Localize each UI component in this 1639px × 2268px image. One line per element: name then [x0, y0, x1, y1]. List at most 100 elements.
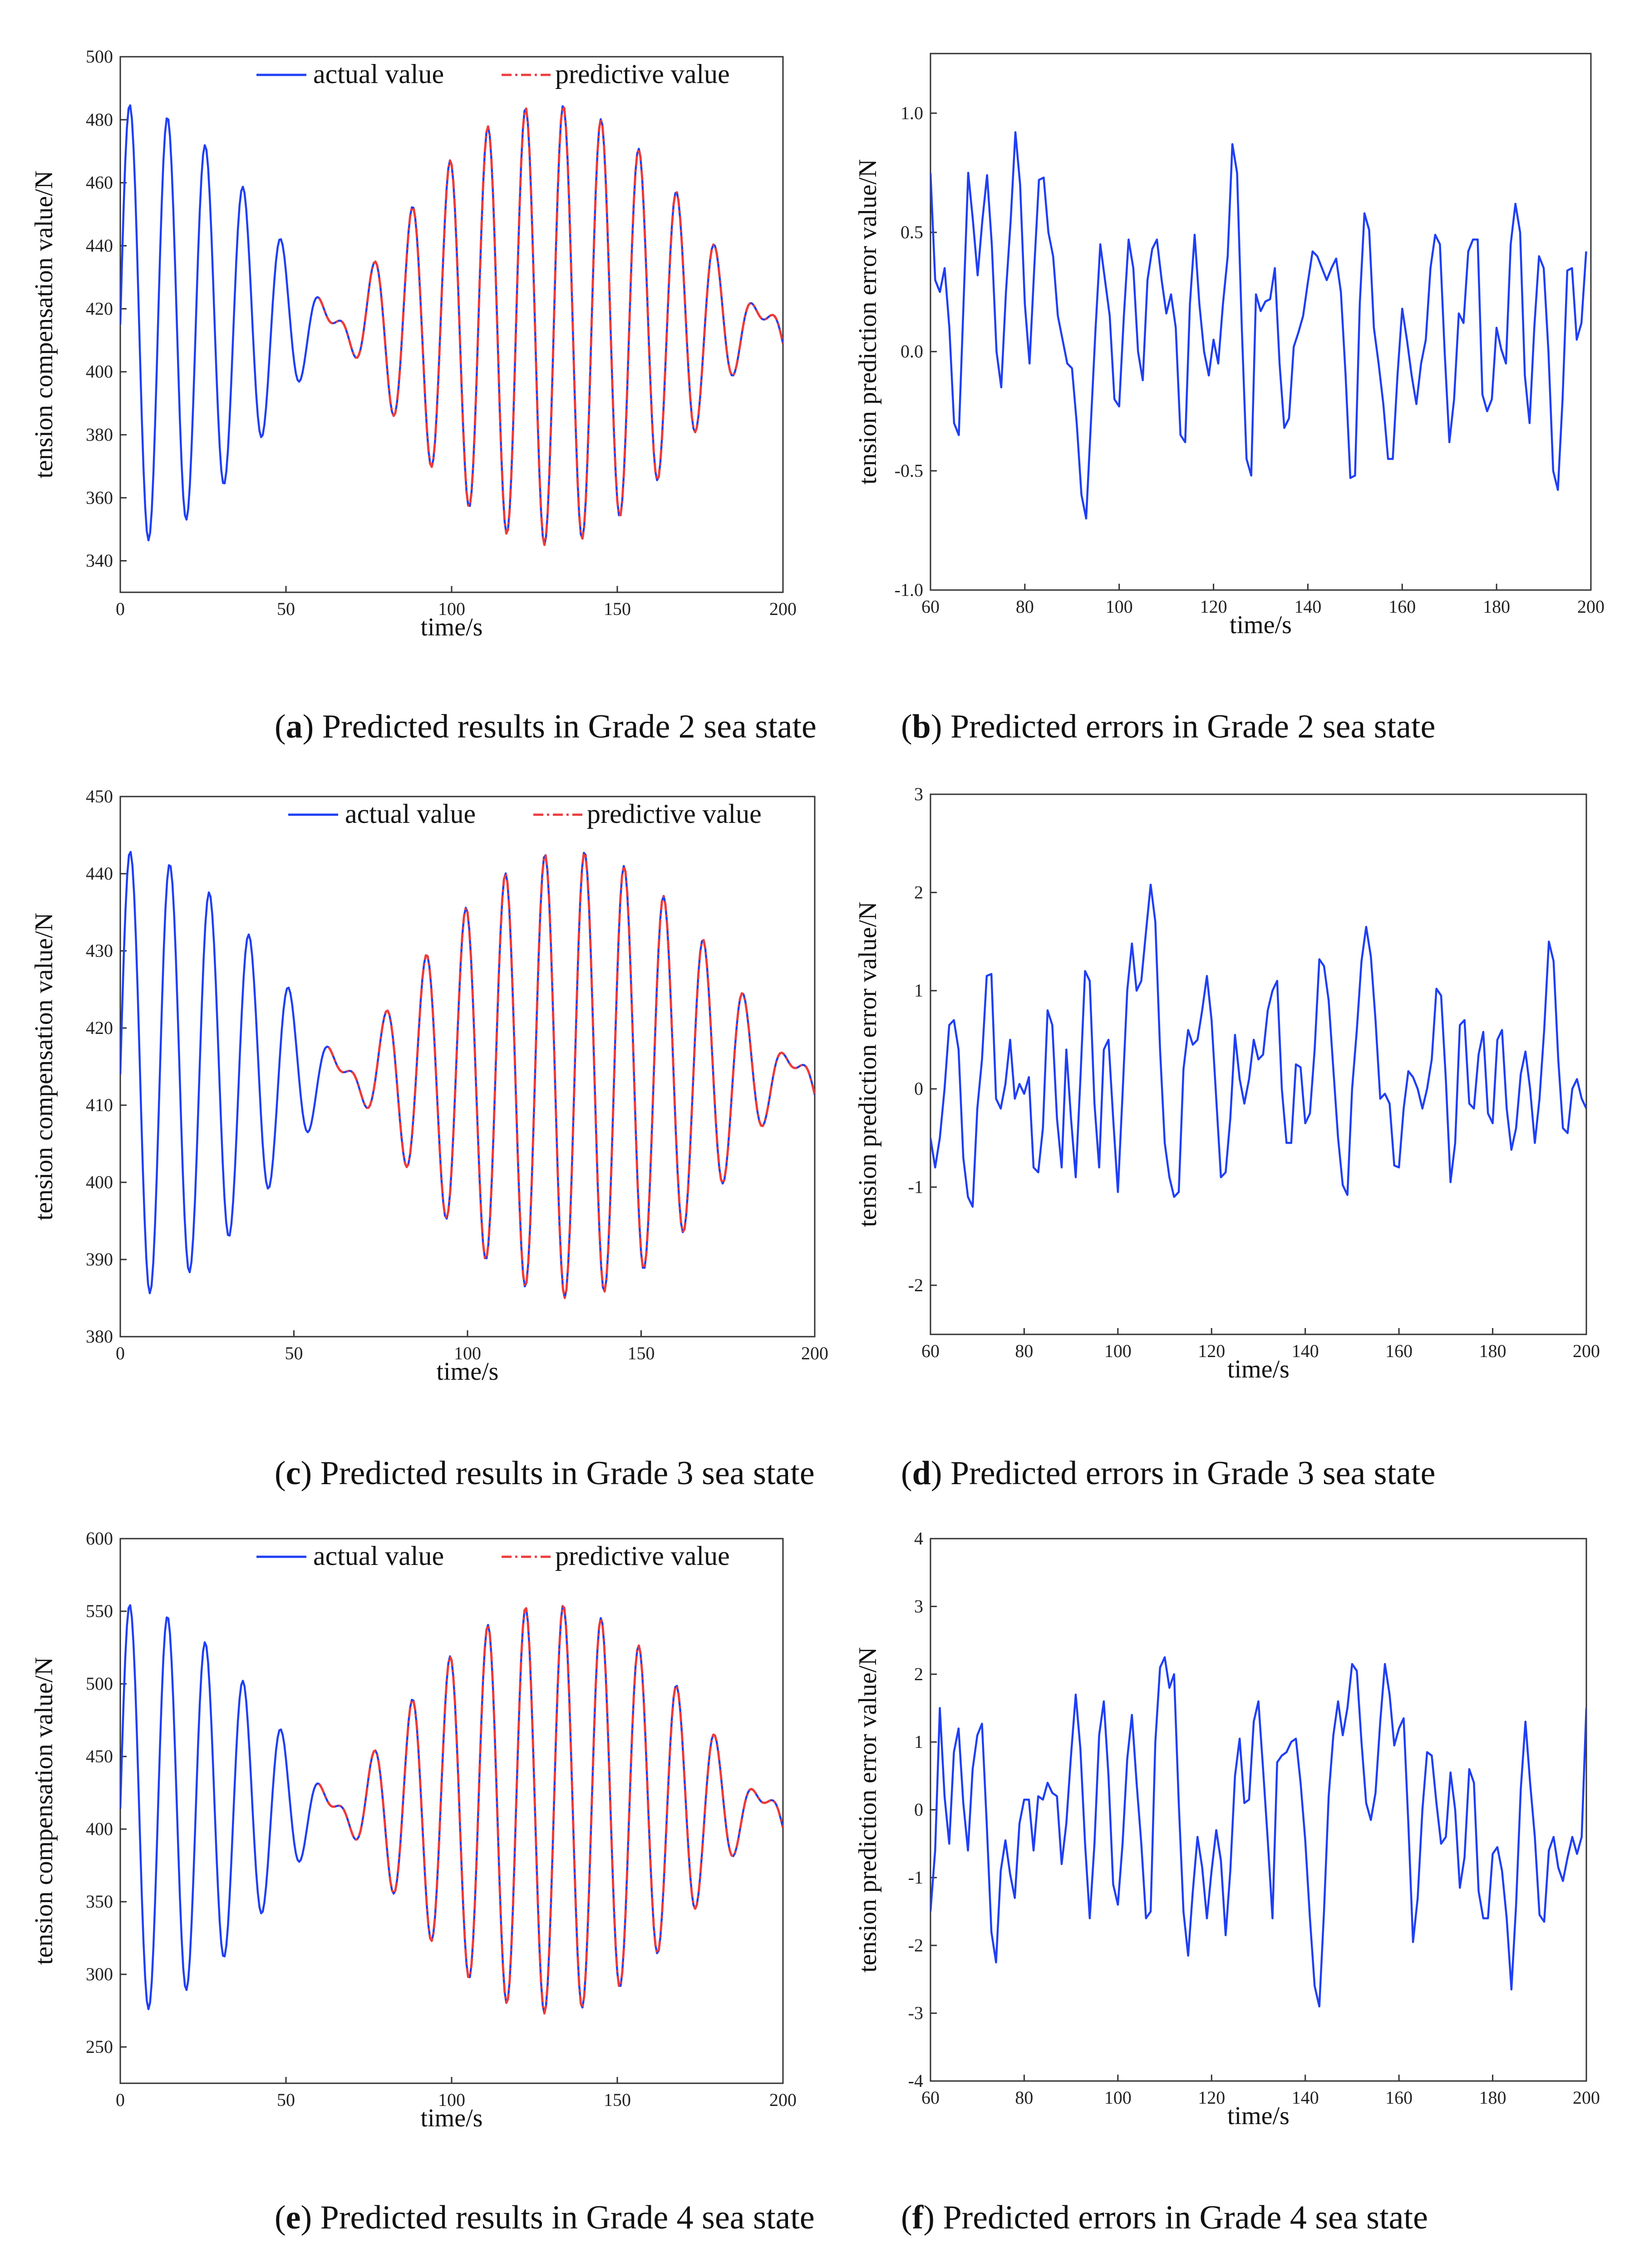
legend-actual-label: actual value: [313, 1541, 444, 1571]
y-tick-label: 380: [86, 424, 113, 445]
legend-predictive-label: predictive value: [555, 59, 730, 89]
legend: actual value predictive value: [256, 59, 730, 89]
y-tick-label: 380: [86, 1326, 113, 1347]
panel-caption: (b) Predicted errors in Grade 2 sea stat…: [901, 708, 1435, 745]
y-axis-title: tension prediction error value/N: [854, 1647, 882, 1973]
x-tick-label: 160: [1388, 596, 1416, 617]
series-group: [930, 131, 1587, 520]
y-tick-label: 0: [914, 1800, 923, 1820]
y-tick-label: 450: [86, 786, 113, 807]
chart-panel-c: 0 50 100 150 200 380 390 400 410 420 430 440 450 time…: [30, 786, 828, 1492]
panel-caption: (f) Predicted errors in Grade 4 sea stat…: [901, 2199, 1428, 2236]
panel-caption-letter: b: [912, 708, 931, 745]
y-tick-label: -0.5: [895, 460, 923, 481]
x-tick-label: 100: [438, 2090, 465, 2110]
plot-frame: [930, 793, 1587, 1335]
x-tick-label: 100: [1104, 2087, 1132, 2108]
y-tick-label: 440: [86, 863, 113, 884]
y-tick-label: -2: [908, 1275, 923, 1295]
panel-caption: (a) Predicted results in Grade 2 sea sta…: [275, 708, 817, 745]
x-tick-label: 180: [1483, 596, 1510, 617]
y-tick-label: 410: [86, 1095, 113, 1115]
y-tick-label: 390: [86, 1249, 113, 1269]
y-tick-label: 0.5: [901, 222, 923, 242]
x-tick-label: 180: [1479, 1341, 1506, 1361]
x-tick-label: 200: [769, 599, 797, 619]
y-tick-label: 550: [86, 1601, 113, 1621]
x-axis-title: time/s: [437, 1358, 499, 1386]
x-axis-title: time/s: [1227, 1355, 1290, 1383]
legend-predictive-label: predictive value: [555, 1541, 730, 1571]
x-tick-label: 200: [769, 2090, 797, 2110]
panel-caption-letter: f: [912, 2199, 924, 2236]
x-tick-label: 0: [116, 2090, 125, 2110]
y-tick-label: 480: [86, 109, 113, 130]
panel-caption-text: Predicted results in Grade 2 sea state: [322, 708, 817, 745]
actual-value-line: [120, 104, 783, 546]
x-tick-label: 120: [1198, 1341, 1225, 1361]
plot-frame: [119, 56, 784, 593]
predictive-value-line: [318, 1605, 783, 2015]
panel-caption-letter: e: [286, 2199, 301, 2236]
y-tick-label: 400: [86, 1819, 113, 1839]
panel-caption: (d) Predicted errors in Grade 3 sea stat…: [901, 1455, 1435, 1492]
y-tick-label: 430: [86, 940, 113, 961]
prediction-error-line: [930, 131, 1587, 520]
predictive-value-line: [318, 105, 783, 546]
x-tick-label: 200: [1573, 2087, 1600, 2108]
x-tick-label: 200: [801, 1343, 828, 1363]
y-tick-label: 300: [86, 1964, 113, 1984]
y-axis-title: tension prediction error value/N: [854, 159, 882, 485]
x-tick-label: 140: [1292, 1341, 1319, 1361]
legend-actual-label: actual value: [313, 59, 444, 89]
chart-panel-f: 60 80 100 120 140 160 180 200 -4 -3 -2 -1 0 1 2 3 4 time/…: [854, 1528, 1600, 2236]
x-tick-label: 140: [1292, 2087, 1319, 2108]
panel-caption: (c) Predicted results in Grade 3 sea sta…: [275, 1455, 815, 1492]
x-tick-label: 50: [277, 2090, 295, 2110]
y-tick-label: 500: [86, 46, 113, 67]
y-tick-label: -1: [908, 1867, 923, 1888]
y-tick-label: -1.0: [895, 580, 923, 600]
chart-panel-b: 60 80 100 120 140 160 180 200 -1.0 -0.5 0.0 0.5 1.0 t…: [854, 53, 1605, 745]
y-tick-label: 0: [914, 1078, 923, 1099]
chart-panel-d: 60 80 100 120 140 160 180 200 -2 -1 0 1 2 3 time/s tens…: [854, 784, 1600, 1492]
y-tick-label: 360: [86, 487, 113, 508]
panel-caption-text: Predicted results in Grade 3 sea state: [320, 1455, 815, 1492]
x-tick-label: 0: [116, 1343, 125, 1363]
x-tick-label: 100: [1104, 1341, 1132, 1361]
prediction-error-line: [930, 883, 1586, 1208]
panel-caption-text: Predicted errors in Grade 4 sea state: [943, 2199, 1427, 2236]
legend-predictive-label: predictive value: [587, 799, 762, 829]
x-tick-label: 120: [1198, 2087, 1225, 2108]
y-tick-label: 420: [86, 298, 113, 319]
y-axis-title: tension compensation value/N: [30, 913, 58, 1220]
panel-caption-text: Predicted results in Grade 4 sea state: [320, 2199, 815, 2236]
x-axis-title: time/s: [1227, 2102, 1290, 2130]
y-tick-label: 400: [86, 1172, 113, 1192]
x-tick-label: 80: [1015, 2087, 1033, 2108]
y-tick-label: 340: [86, 551, 113, 571]
series-group: [120, 104, 783, 546]
y-tick-label: 400: [86, 361, 113, 382]
legend: actual value predictive value: [256, 1541, 730, 1571]
x-tick-label: 60: [921, 1341, 940, 1361]
y-tick-label: 4: [914, 1528, 923, 1549]
series-group: [930, 883, 1586, 1208]
y-tick-label: 1.0: [901, 103, 923, 123]
x-axis-title: time/s: [421, 613, 483, 641]
y-axis-title: tension compensation value/N: [30, 171, 58, 478]
x-tick-label: 150: [604, 599, 631, 619]
prediction-error-line: [930, 1656, 1586, 2007]
plot-frame: [930, 53, 1592, 591]
y-tick-label: 440: [86, 235, 113, 256]
y-tick-label: 3: [914, 784, 923, 804]
x-axis-title: time/s: [1230, 611, 1292, 639]
y-tick-label: 2: [914, 882, 923, 902]
panel-caption-letter: a: [286, 708, 303, 745]
x-tick-label: 100: [438, 599, 465, 619]
y-tick-label: 460: [86, 172, 113, 193]
x-tick-label: 60: [921, 596, 940, 617]
x-tick-label: 160: [1385, 1341, 1413, 1361]
